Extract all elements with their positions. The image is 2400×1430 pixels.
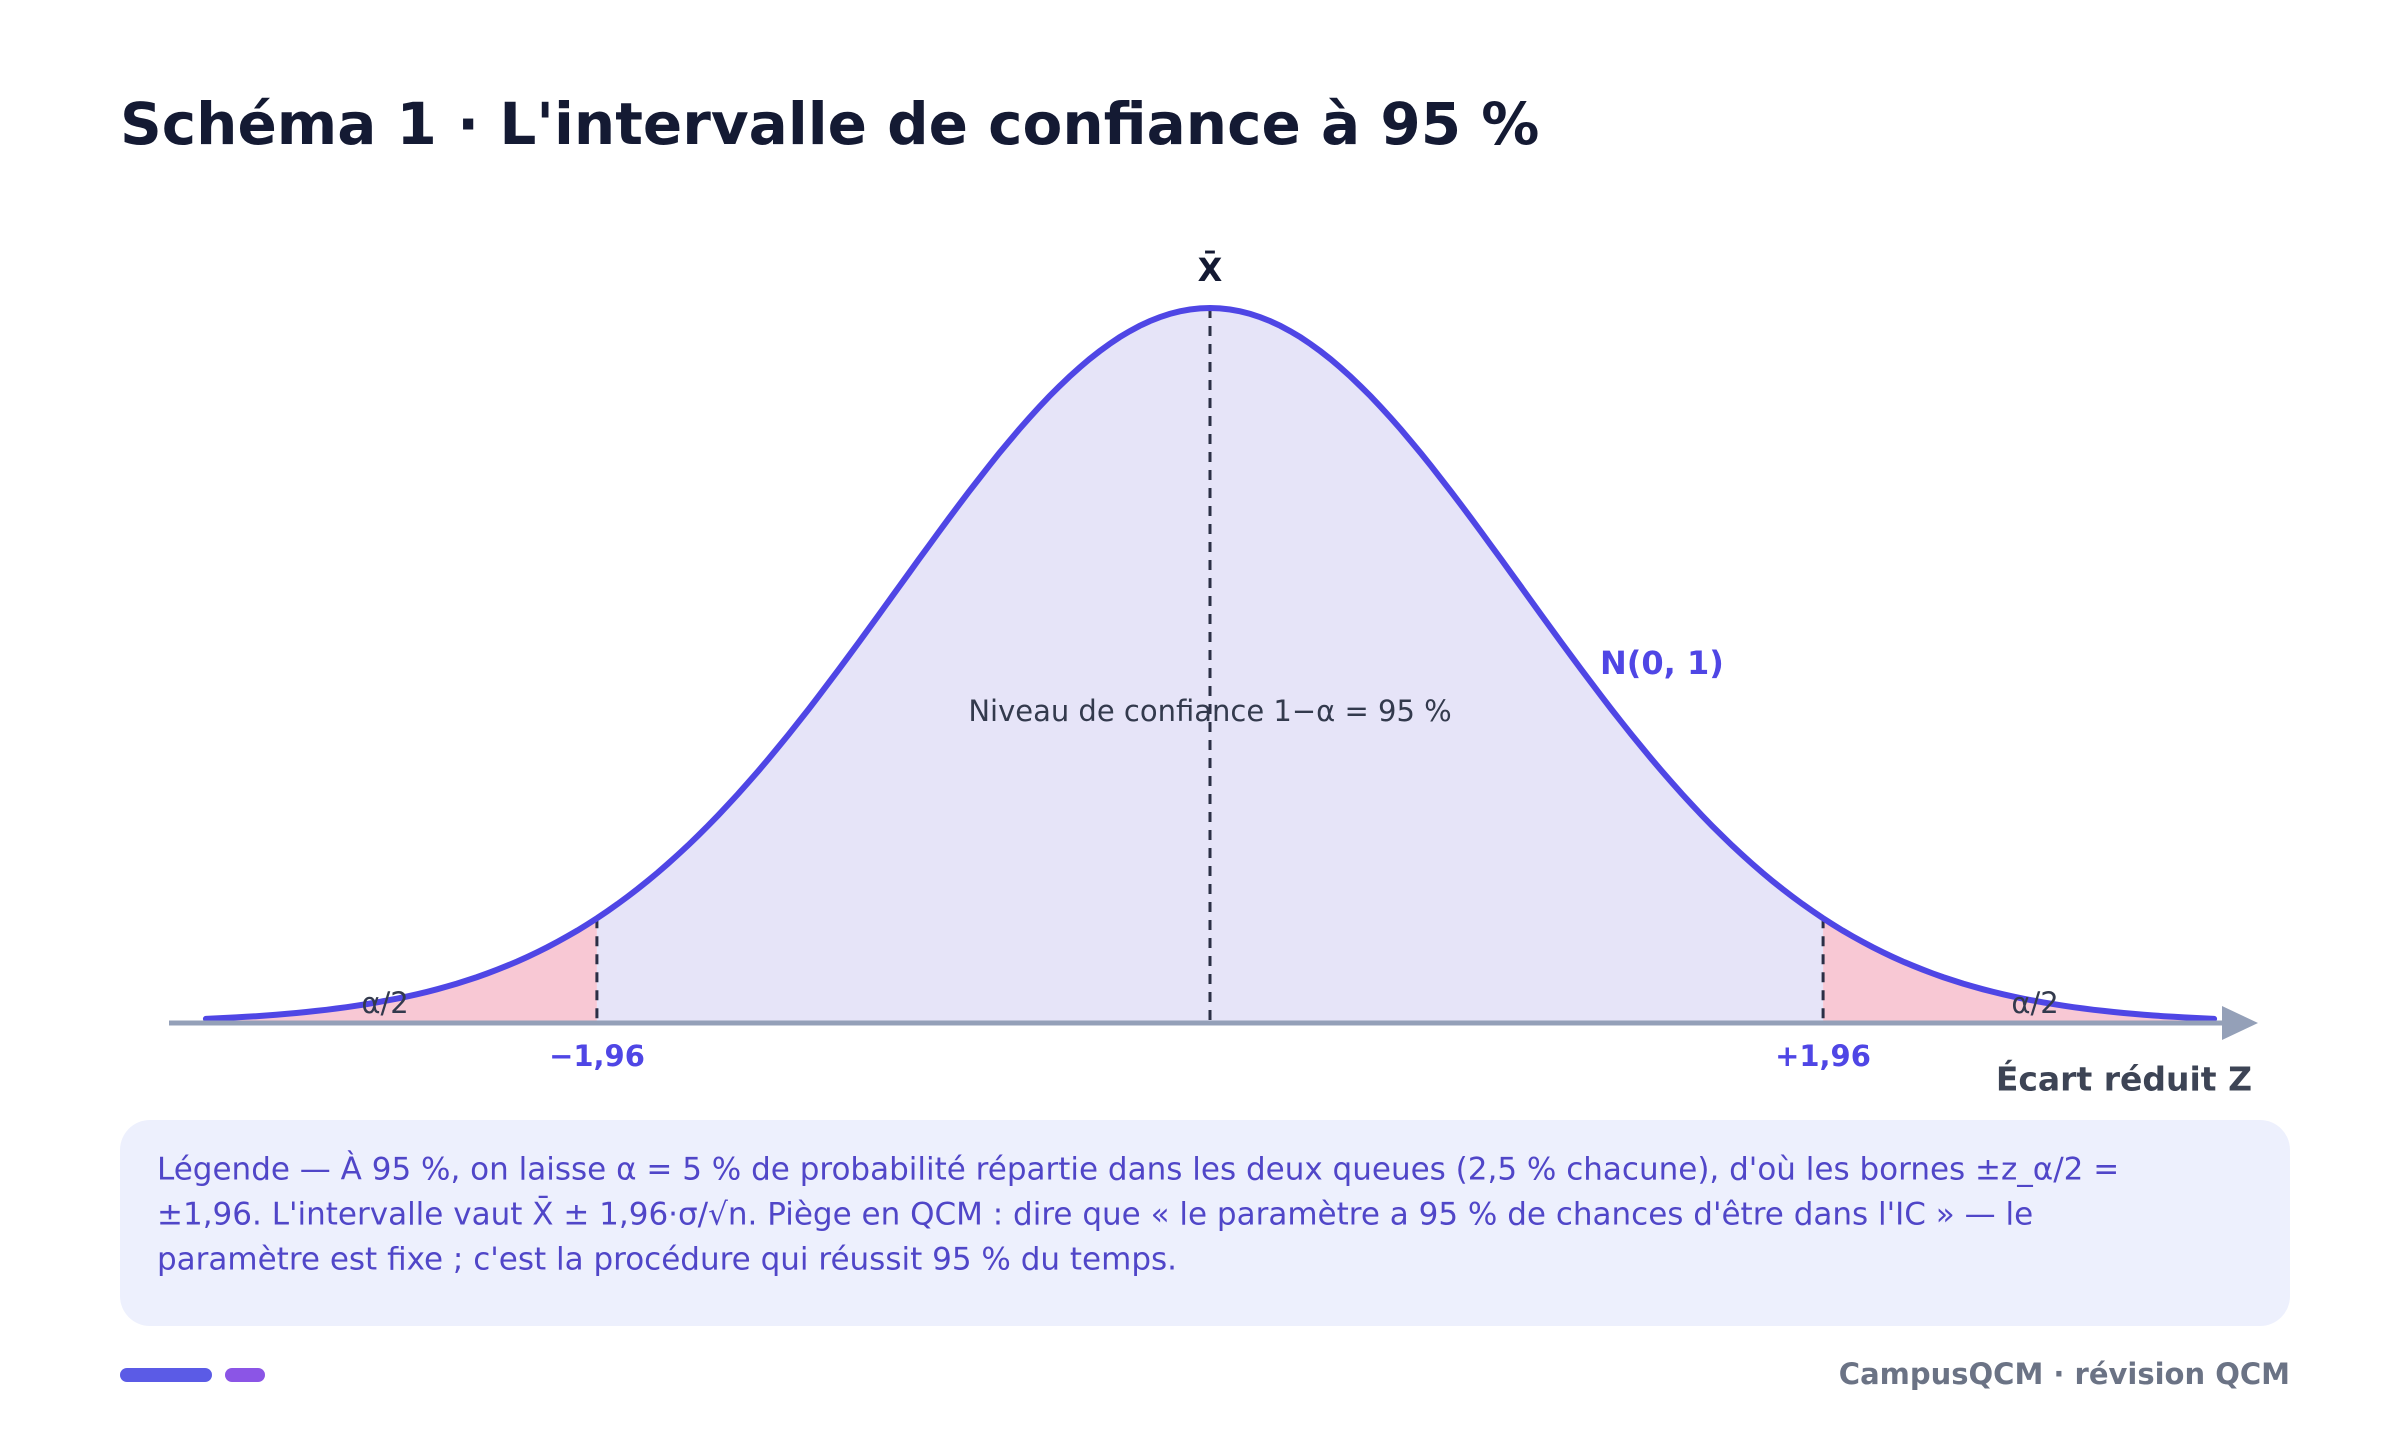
footer-brand: CampusQCM · révision QCM: [1839, 1357, 2290, 1391]
axis-arrow: [2222, 1006, 2258, 1040]
central-area: [596, 308, 1824, 1023]
center-label: Niveau de confiance 1−α = 95 %: [968, 694, 1451, 728]
mean-label: X̄: [1198, 251, 1223, 289]
left-bound-label: −1,96: [549, 1039, 645, 1073]
legend-line: Légende — À 95 %, on laisse α = 5 % de p…: [157, 1152, 2119, 1188]
normal-curve-group: [202, 304, 2218, 1023]
legend-box: [120, 1120, 2290, 1326]
axis-label: Écart réduit Z: [1996, 1059, 2252, 1099]
footer-bar: [120, 1368, 212, 1382]
right-tail-label: α/2: [2011, 986, 2058, 1020]
curve-label: N(0, 1): [1600, 644, 1724, 682]
right-bound-label: +1,96: [1775, 1039, 1871, 1073]
title: Schéma 1 · L'intervalle de confiance à 9…: [120, 90, 1539, 158]
legend-line: paramètre est fixe ; c'est la procédure …: [157, 1242, 1177, 1278]
curve: [202, 304, 2218, 1022]
legend-line: ±1,96. L'intervalle vaut X̄ ± 1,96·σ/√n.…: [157, 1196, 2033, 1233]
footer-bar: [225, 1368, 265, 1382]
left-tail-label: α/2: [361, 986, 408, 1020]
right-tail: [1823, 918, 2215, 1023]
left-tail: [205, 918, 597, 1023]
